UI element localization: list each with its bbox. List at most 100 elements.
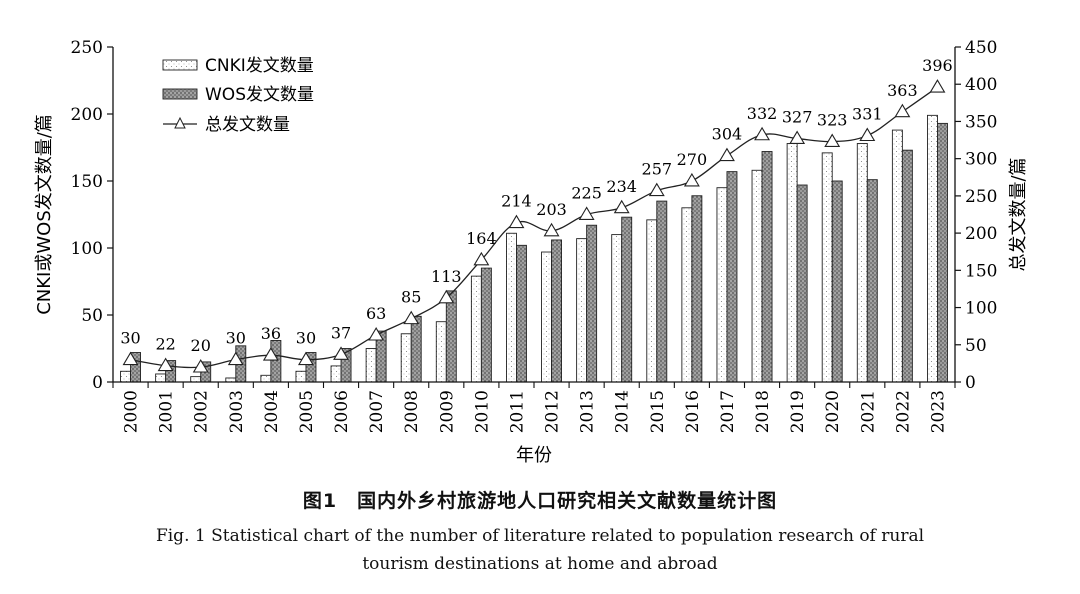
cnki-bar [856, 143, 868, 383]
right-tick-label: 350 [965, 112, 997, 132]
total-point-marker [543, 222, 560, 237]
cnki-bar [365, 348, 377, 383]
right-tick-label: 300 [965, 150, 997, 170]
total-data-label: 214 [501, 192, 532, 211]
total-point-marker [192, 359, 209, 373]
x-tick-label: 2002 [192, 390, 212, 433]
total-point-marker [227, 351, 244, 366]
wos-bar [691, 195, 703, 383]
wos-bar [551, 239, 562, 383]
total-data-label: 234 [606, 177, 637, 196]
x-tick-label: 2022 [893, 390, 913, 433]
total-point-marker [438, 289, 455, 304]
cnki-bar [330, 365, 342, 383]
total-point-marker [403, 310, 420, 325]
cnki-bar [120, 370, 131, 383]
total-data-label: 30 [226, 329, 246, 348]
total-point-marker [683, 172, 700, 187]
wos-bar [586, 224, 598, 383]
wos-bar [270, 340, 282, 383]
total-data-label: 63 [366, 304, 386, 323]
x-tick-label: 2003 [227, 390, 247, 433]
x-tick-label: 2008 [402, 390, 422, 433]
x-tick-label: 2023 [928, 390, 948, 433]
y-axis-left-label: CNKI或WOS发文数量/篇 [34, 114, 55, 315]
total-data-label: 22 [155, 335, 175, 354]
cnki-bar [821, 152, 833, 383]
wos-bar [621, 216, 633, 383]
total-point-marker [508, 214, 525, 229]
right-tick-label: 0 [965, 373, 976, 393]
right-tick-label: 150 [965, 261, 997, 281]
x-tick-label: 2016 [683, 390, 703, 433]
cnki-bar [716, 187, 728, 383]
total-data-label: 37 [331, 323, 351, 342]
legend-cnki-swatch [162, 59, 198, 71]
wos-bar [761, 151, 773, 383]
wos-bar [410, 315, 422, 383]
total-data-label: 332 [747, 104, 778, 123]
cnki-bar [541, 251, 552, 383]
total-point-marker [859, 127, 876, 142]
total-point-marker [824, 133, 841, 147]
total-data-label: 30 [296, 329, 316, 348]
left-tick-label: 150 [71, 172, 103, 192]
total-point-marker [578, 206, 595, 220]
wos-bar [866, 179, 878, 383]
x-tick-label: 2021 [858, 390, 878, 433]
cnki-bar [576, 238, 588, 383]
x-tick-label: 2019 [788, 390, 808, 433]
total-data-label: 203 [536, 200, 567, 219]
total-point-marker [473, 251, 490, 266]
x-tick-label: 2004 [262, 390, 282, 433]
left-tick-label: 100 [71, 239, 103, 259]
cnki-bar [751, 169, 763, 383]
total-data-label: 36 [261, 324, 281, 343]
x-tick-label: 2017 [718, 390, 738, 433]
right-tick-label: 400 [965, 75, 997, 95]
cnki-bar [891, 129, 903, 383]
legend-cnki-label: CNKI发文数量 [205, 56, 314, 76]
wos-bar [445, 290, 457, 383]
cnki-bar [681, 207, 693, 383]
cnki-bar [646, 219, 658, 383]
total-data-label: 20 [191, 336, 211, 355]
legend-wos-swatch [162, 88, 198, 100]
y-axis-right-label: 总发文数量/篇 [1008, 157, 1029, 271]
cnki-bar [435, 321, 447, 383]
cnki-bar [260, 374, 272, 383]
left-tick-label: 200 [71, 105, 103, 125]
wos-bar [656, 200, 668, 383]
total-point-marker [333, 346, 350, 360]
total-point-marker [122, 351, 139, 366]
total-data-label: 304 [712, 125, 743, 144]
x-tick-label: 2011 [507, 390, 527, 433]
x-tick-label: 2015 [648, 390, 668, 433]
total-point-marker [368, 327, 385, 341]
x-tick-label: 2009 [437, 390, 457, 433]
legend-wos-label: WOS发文数量 [205, 85, 314, 105]
wos-bar [516, 244, 527, 383]
wos-bar [831, 180, 843, 383]
x-tick-label: 2005 [297, 390, 317, 433]
total-point-marker [157, 357, 174, 372]
left-tick-label: 0 [92, 373, 103, 393]
wos-bar [937, 122, 948, 383]
x-tick-label: 2000 [122, 390, 142, 433]
x-tick-label: 2020 [823, 390, 843, 433]
left-tick-label: 250 [71, 38, 103, 58]
total-data-label: 30 [120, 329, 140, 348]
total-point-marker [613, 199, 630, 214]
total-data-label: 164 [466, 229, 497, 248]
total-point-marker [789, 130, 806, 145]
total-data-label: 396 [922, 56, 953, 75]
total-point-marker [929, 79, 946, 93]
total-data-label: 331 [852, 105, 883, 124]
x-tick-label: 2018 [753, 390, 773, 433]
cnki-bar [295, 370, 307, 383]
total-point-marker [297, 351, 314, 366]
total-data-label: 113 [431, 267, 462, 286]
right-tick-label: 50 [965, 336, 987, 356]
x-tick-label: 2012 [543, 390, 563, 433]
wos-bar [480, 267, 492, 383]
